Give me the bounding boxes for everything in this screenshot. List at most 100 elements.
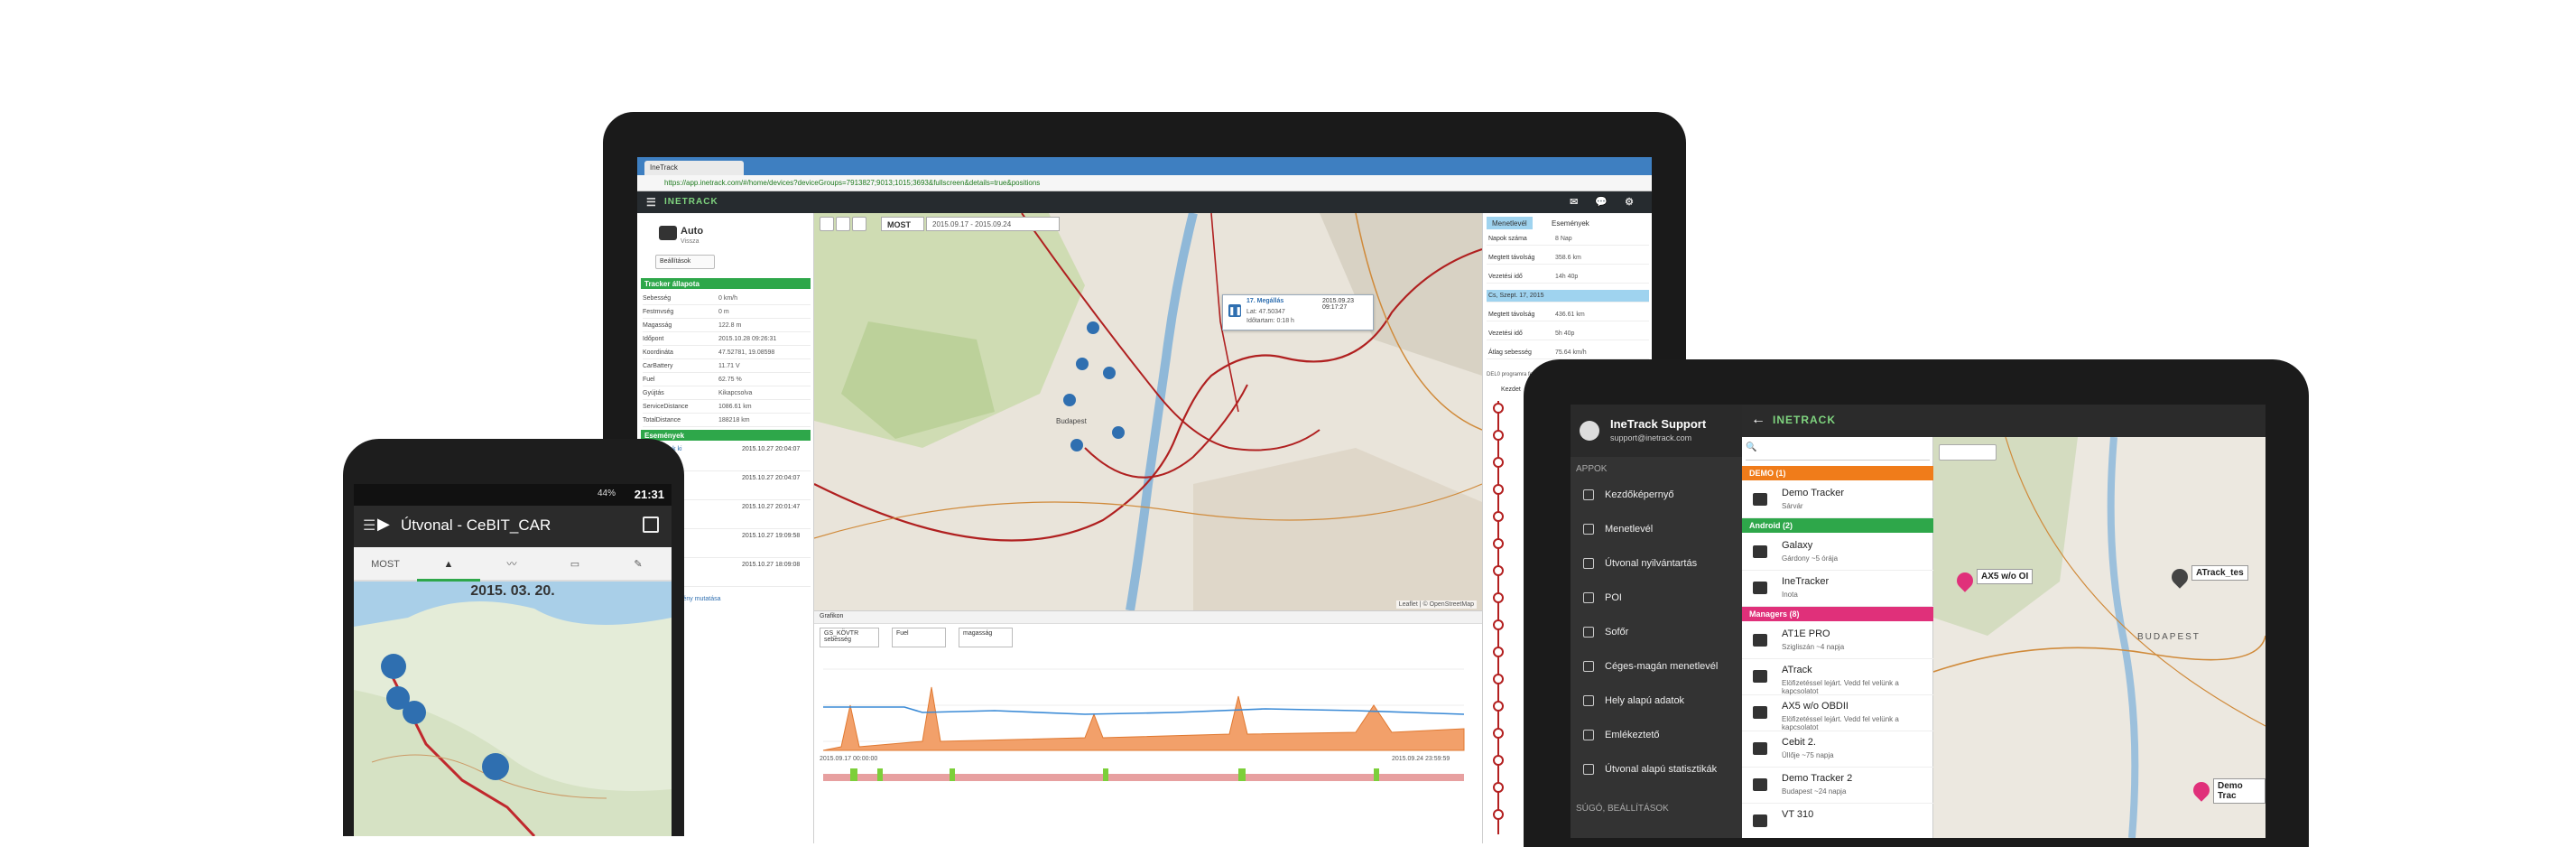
tracker-section-header[interactable]: Tracker állapota xyxy=(641,278,811,289)
legend-fuel[interactable]: Fuel xyxy=(892,628,946,647)
browser-tab-bar: IneTrack xyxy=(637,157,1652,175)
device-list-item[interactable]: ATrack Elöfizetéssel lejárt. Vedd fel vel… xyxy=(1742,659,1933,695)
drawer-item[interactable]: Emlékeztető xyxy=(1571,719,1742,753)
timeline-stop[interactable] xyxy=(1493,674,1504,684)
timeline-stop[interactable] xyxy=(1493,430,1504,441)
user-email: support@inetrack.com xyxy=(1610,433,1692,442)
tab-document-icon[interactable]: ▭ xyxy=(570,559,580,570)
device-list-item[interactable]: IneTracker Inota xyxy=(1742,571,1933,607)
legend-speed[interactable]: GS_KÖVTR sebesség xyxy=(820,628,879,647)
popup-date: 2015.09.23 09:17:27 xyxy=(1322,298,1355,311)
timeline-stop[interactable] xyxy=(1493,619,1504,630)
timeline-stop[interactable] xyxy=(1493,592,1504,603)
tablet-map[interactable]: AX5 w/o OI ATrack_tes Demo Trac BUDAPEST xyxy=(1933,437,2266,838)
timeline-stop[interactable] xyxy=(1493,728,1504,739)
events-section-header[interactable]: Események xyxy=(641,430,811,441)
now-button[interactable]: MOST xyxy=(881,217,924,231)
hamburger-icon[interactable]: ☰ xyxy=(646,196,656,209)
drawer-item[interactable]: Hely alapú adatok xyxy=(1571,684,1742,719)
vehicle-icon xyxy=(1753,778,1767,791)
drawer-item[interactable]: Menetlevél xyxy=(1571,513,1742,547)
layers-icon[interactable] xyxy=(836,217,850,231)
device-group-header[interactable]: DEMO (1) xyxy=(1742,466,1933,480)
drawer-item-label: Sofőr xyxy=(1605,627,1629,638)
drawer-item[interactable]: Útvonal alapú statisztikák xyxy=(1571,753,1742,787)
timeline-stop[interactable] xyxy=(1493,701,1504,712)
phone-tabs: MOST ▲ 〰 ▭ ✎ xyxy=(354,547,672,582)
stop-marker[interactable] xyxy=(1103,367,1116,379)
device-list-item[interactable]: Galaxy Gárdony ~5 órája xyxy=(1742,535,1933,571)
timeline-stop[interactable] xyxy=(1493,484,1504,495)
drawer-item[interactable]: Céges-magán menetlevél xyxy=(1571,650,1742,684)
map-device-label[interactable]: Demo Trac xyxy=(2213,778,2266,804)
tab-events[interactable]: Események xyxy=(1552,219,1589,228)
drawer-item-label: Kezdőképernyő xyxy=(1605,489,1674,500)
edit-icon[interactable] xyxy=(852,217,866,231)
phone-map[interactable] xyxy=(354,582,672,836)
timeline-stop[interactable] xyxy=(1493,457,1504,468)
tracker-row: CarBattery 11.71 V xyxy=(643,360,811,373)
tracker-row: Festmvség 0 m xyxy=(643,306,811,319)
start-marker[interactable] xyxy=(381,654,406,679)
stop-marker[interactable] xyxy=(1070,439,1083,451)
device-list-item[interactable]: AX5 w/o OBDII Elöfizetéssel lejárt. Vedd … xyxy=(1742,695,1933,731)
device-list-item[interactable]: Demo Tracker 2 Budapest ~24 napja xyxy=(1742,768,1933,804)
timeline-stop[interactable] xyxy=(1493,809,1504,820)
browser-tab[interactable]: IneTrack xyxy=(644,161,744,175)
stop-marker[interactable] xyxy=(1087,321,1099,334)
stop-popup[interactable]: ❚❚ 17. Megállás 2015.09.23 09:17:27 Lat:… xyxy=(1222,294,1374,330)
summary-row: Átlag sebesség 75.64 km/h xyxy=(1487,347,1649,359)
device-name: Demo Tracker xyxy=(1782,488,1845,498)
vehicle-icon xyxy=(1753,545,1767,558)
stop-marker[interactable] xyxy=(482,753,509,780)
drawer-item[interactable]: Útvonal nyilvántartás xyxy=(1571,547,1742,582)
vehicle-icon xyxy=(1753,634,1767,647)
device-status: Budapest ~24 napja xyxy=(1782,787,1847,796)
map-tools[interactable] xyxy=(1939,444,1997,461)
device-list-item[interactable]: AT1E PRO Szigliszán ~4 napja xyxy=(1742,623,1933,659)
legend-altitude[interactable]: magasság xyxy=(959,628,1013,647)
map-device-label[interactable]: AX5 w/o OI xyxy=(1977,569,2034,584)
tab-edit-icon[interactable]: ✎ xyxy=(634,559,643,570)
device-list-item[interactable]: VT 310 xyxy=(1742,804,1933,838)
drawer-item[interactable]: Kezdőképernyő xyxy=(1571,479,1742,513)
calendar-icon[interactable] xyxy=(643,517,659,533)
summary-key: Átlag sebesség xyxy=(1488,349,1532,356)
vehicle-icon xyxy=(1753,814,1767,827)
map-attribution[interactable]: Leaflet | © OpenStreetMap xyxy=(1395,600,1477,609)
header-icons[interactable]: ✉ 💬 ⚙ xyxy=(1570,197,1641,208)
avatar[interactable] xyxy=(1580,421,1599,441)
date-range-select[interactable]: 2015.09.17 - 2015.09.24 xyxy=(926,217,1060,231)
search-input[interactable]: 🔍 xyxy=(1746,442,1930,461)
timeline-stop[interactable] xyxy=(1493,565,1504,576)
settings-button[interactable]: Beállítások xyxy=(655,255,715,269)
timeline-stop[interactable] xyxy=(1493,755,1504,766)
timeline-stop[interactable] xyxy=(1493,647,1504,657)
menu-icon[interactable]: ☰ xyxy=(363,518,376,534)
drawer-item[interactable]: Sofőr xyxy=(1571,616,1742,650)
device-group-header[interactable]: Android (2) xyxy=(1742,518,1933,533)
stop-marker[interactable] xyxy=(1112,426,1125,439)
route-map[interactable]: MOST 2015.09.17 - 2015.09.24 ❚❚ 17. Megá… xyxy=(814,213,1482,610)
address-bar[interactable]: https://app.inetrack.com/#/home/devices?… xyxy=(637,175,1652,191)
timeline-stop[interactable] xyxy=(1493,511,1504,522)
tab-chart-icon[interactable]: 〰 xyxy=(506,559,517,570)
map-device-label[interactable]: ATrack_tes xyxy=(2191,565,2248,581)
drawer-item[interactable]: POI xyxy=(1571,582,1742,616)
tab-road-icon[interactable]: ▲ xyxy=(417,547,480,582)
back-arrow-icon[interactable]: ← xyxy=(1751,412,1765,427)
timeline-stop[interactable] xyxy=(1493,538,1504,549)
stop-marker[interactable] xyxy=(1076,358,1089,370)
timeline-stop[interactable] xyxy=(1493,403,1504,414)
stop-marker[interactable] xyxy=(1063,394,1076,406)
stop-marker[interactable] xyxy=(403,701,426,724)
timeline-stop[interactable] xyxy=(1493,782,1504,793)
summary-row[interactable]: Cs, Szept. 17, 2015 xyxy=(1487,290,1649,302)
zoom-icon[interactable] xyxy=(820,217,834,231)
tab-logbook[interactable]: Menetlevél xyxy=(1487,217,1533,229)
tab-now[interactable]: MOST xyxy=(371,559,400,570)
device-list-item[interactable]: Cebit 2. Üllője ~75 napja xyxy=(1742,731,1933,768)
device-group-header[interactable]: Managers (8) xyxy=(1742,607,1933,621)
device-list-item[interactable]: Demo Tracker Sárvár xyxy=(1742,482,1933,518)
vehicle-icon xyxy=(1753,493,1767,506)
